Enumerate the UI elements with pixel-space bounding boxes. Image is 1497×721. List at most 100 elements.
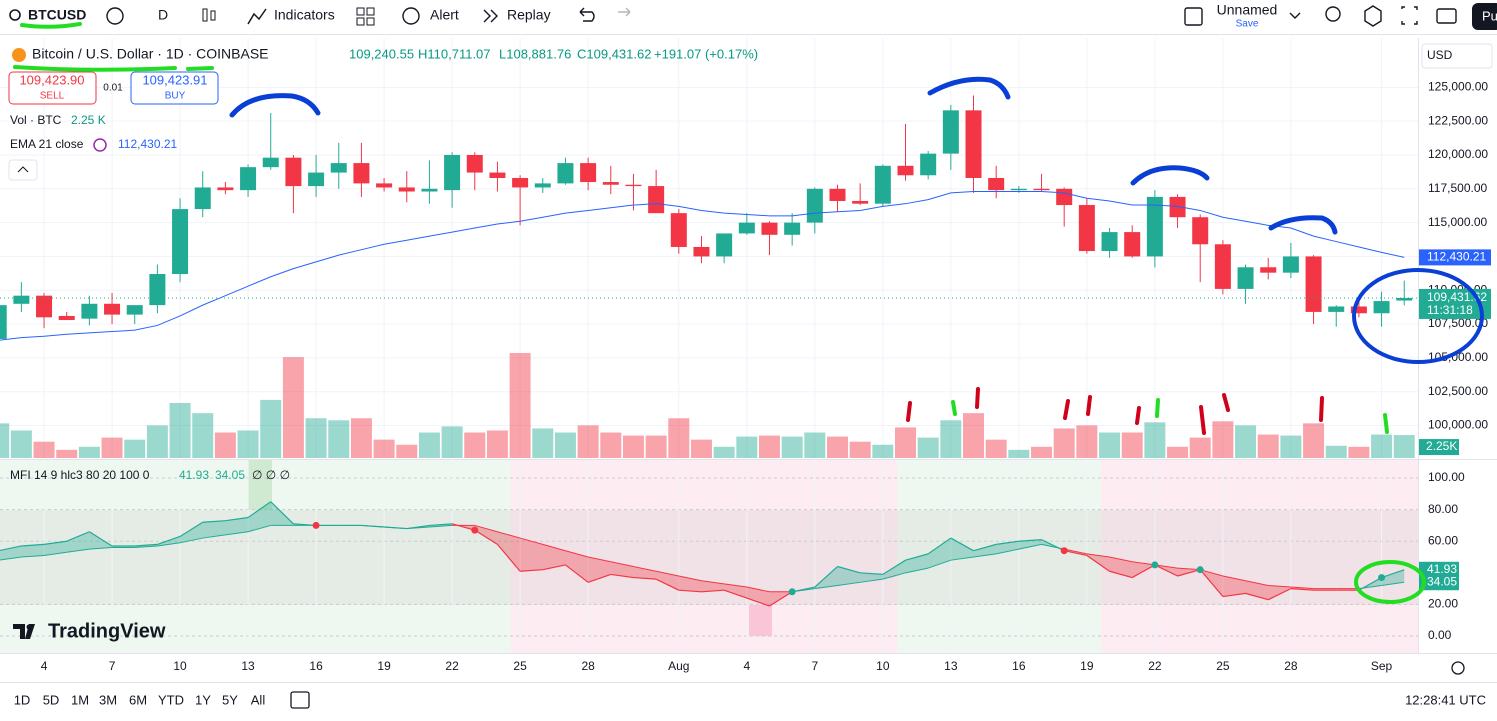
x-tick-label: 22 [445, 659, 459, 673]
mfi-signal-line [43, 551, 67, 556]
timeframe[interactable]: 1Y [195, 692, 211, 707]
logo-mark [26, 624, 32, 630]
mfi-line [157, 535, 181, 545]
volume-bar [328, 420, 350, 458]
timeframe[interactable]: 5D [43, 692, 60, 707]
mfi-signal-line [837, 581, 861, 586]
volume-bar [124, 439, 146, 458]
candle-body [738, 222, 755, 234]
chart-type-icon[interactable] [202, 8, 208, 22]
mfi-fill [656, 571, 679, 591]
volume-bar [917, 437, 939, 458]
mfi-line [837, 565, 861, 574]
timeframe[interactable]: YTD [158, 692, 184, 707]
mfi-line [1131, 564, 1156, 579]
templates-icon[interactable] [356, 7, 365, 16]
collapse-button[interactable] [8, 159, 38, 181]
symbol[interactable]: BTCUSD [28, 7, 86, 23]
volume-bar [192, 413, 214, 458]
buy-price[interactable]: 109,423.91 [142, 72, 207, 87]
volume-tag-bg [1419, 439, 1459, 456]
indicators-icon[interactable] [247, 8, 267, 25]
snapshot-icon[interactable] [1436, 8, 1457, 24]
settings-icon[interactable] [1364, 5, 1382, 27]
volume-bar [78, 446, 100, 458]
mfi-fill [520, 538, 543, 572]
alert[interactable]: Alert [430, 7, 459, 23]
timeframe[interactable]: 1M [71, 692, 89, 707]
layout-name[interactable]: Unnamed [1217, 2, 1278, 18]
sell-button[interactable] [8, 71, 97, 105]
save[interactable]: Save [1236, 19, 1259, 30]
currency[interactable]: USD [1427, 48, 1453, 62]
green-underline [13, 65, 214, 72]
publish-button[interactable] [1472, 3, 1497, 30]
x-tick-label: Aug [668, 659, 689, 673]
clock: 12:28:41 UTC [1405, 692, 1486, 707]
volume-bar [736, 436, 758, 458]
timeframe[interactable]: All [251, 692, 266, 707]
timeframe[interactable]: 5Y [222, 692, 238, 707]
buy-button[interactable] [130, 71, 219, 105]
replay[interactable]: Replay [507, 7, 551, 23]
mfi-line [179, 521, 204, 537]
candle-body [1305, 256, 1322, 312]
interval[interactable]: D [158, 7, 168, 23]
mfi-fill [1222, 575, 1246, 597]
candle-body [852, 200, 869, 204]
volume-bar [668, 418, 690, 458]
volume-bar [940, 420, 962, 458]
undo-icon[interactable] [579, 7, 595, 22]
mfi-signal-line [1132, 561, 1155, 566]
compare-icon[interactable] [106, 7, 124, 25]
mfi-line [746, 597, 770, 607]
date-range-icon[interactable] [290, 691, 310, 709]
publish[interactable]: Pu [1482, 8, 1497, 23]
mfi-fill [66, 531, 90, 553]
replay-icon[interactable] [483, 9, 498, 23]
alert-icon[interactable] [402, 7, 420, 25]
layout-menu[interactable] [1289, 12, 1301, 19]
blue-arc [927, 76, 1011, 100]
axis-settings[interactable] [1451, 661, 1465, 675]
y-tick-label: 122,500.00 [1428, 113, 1488, 127]
redo-icon[interactable] [618, 7, 631, 17]
layout-checkbox[interactable] [1184, 7, 1203, 26]
candle-body [806, 188, 823, 223]
annotations [13, 22, 1484, 604]
volume-bar [350, 418, 372, 458]
mfi-fill [44, 541, 67, 556]
mfi-highlight [248, 460, 272, 510]
timeframe[interactable]: 3M [99, 692, 117, 707]
mfi-line [723, 589, 748, 599]
sell-label[interactable]: SELL [40, 91, 65, 102]
timeframe[interactable]: 6M [129, 692, 147, 707]
buy-label[interactable]: BUY [165, 91, 186, 102]
sell-price[interactable]: 109,423.90 [19, 72, 84, 87]
candle-body [398, 187, 415, 192]
footer: 12:28:41 UTC 125,000.00 122,500.00 120,000… [14, 80, 1491, 709]
mfi-signal-line [1358, 584, 1382, 590]
volume-bar [690, 439, 712, 458]
mfi-fill [973, 544, 997, 558]
mfi-line [542, 564, 566, 571]
candle-body [625, 184, 642, 187]
quick-search-icon[interactable] [1325, 6, 1341, 22]
y-tick-label: 120,000.00 [1428, 147, 1488, 161]
timeframe[interactable]: 1D [14, 692, 31, 707]
indicators[interactable]: Indicators [274, 7, 335, 23]
mfi-signal-line [66, 548, 90, 553]
candle-body [1396, 297, 1413, 301]
mfi-signal-line [996, 548, 1019, 555]
candle-body [920, 153, 937, 176]
volume-value: 2.25 K [71, 113, 106, 127]
mfi-line [701, 589, 725, 593]
fullscreen-icon[interactable] [1401, 6, 1418, 25]
volume-bar [1053, 428, 1075, 458]
search-icon[interactable] [9, 9, 21, 21]
mfi-signal-line [1064, 548, 1087, 555]
mfi-signal-line [1222, 575, 1246, 582]
candle-body [1350, 306, 1367, 314]
currency-button[interactable] [1421, 43, 1493, 69]
